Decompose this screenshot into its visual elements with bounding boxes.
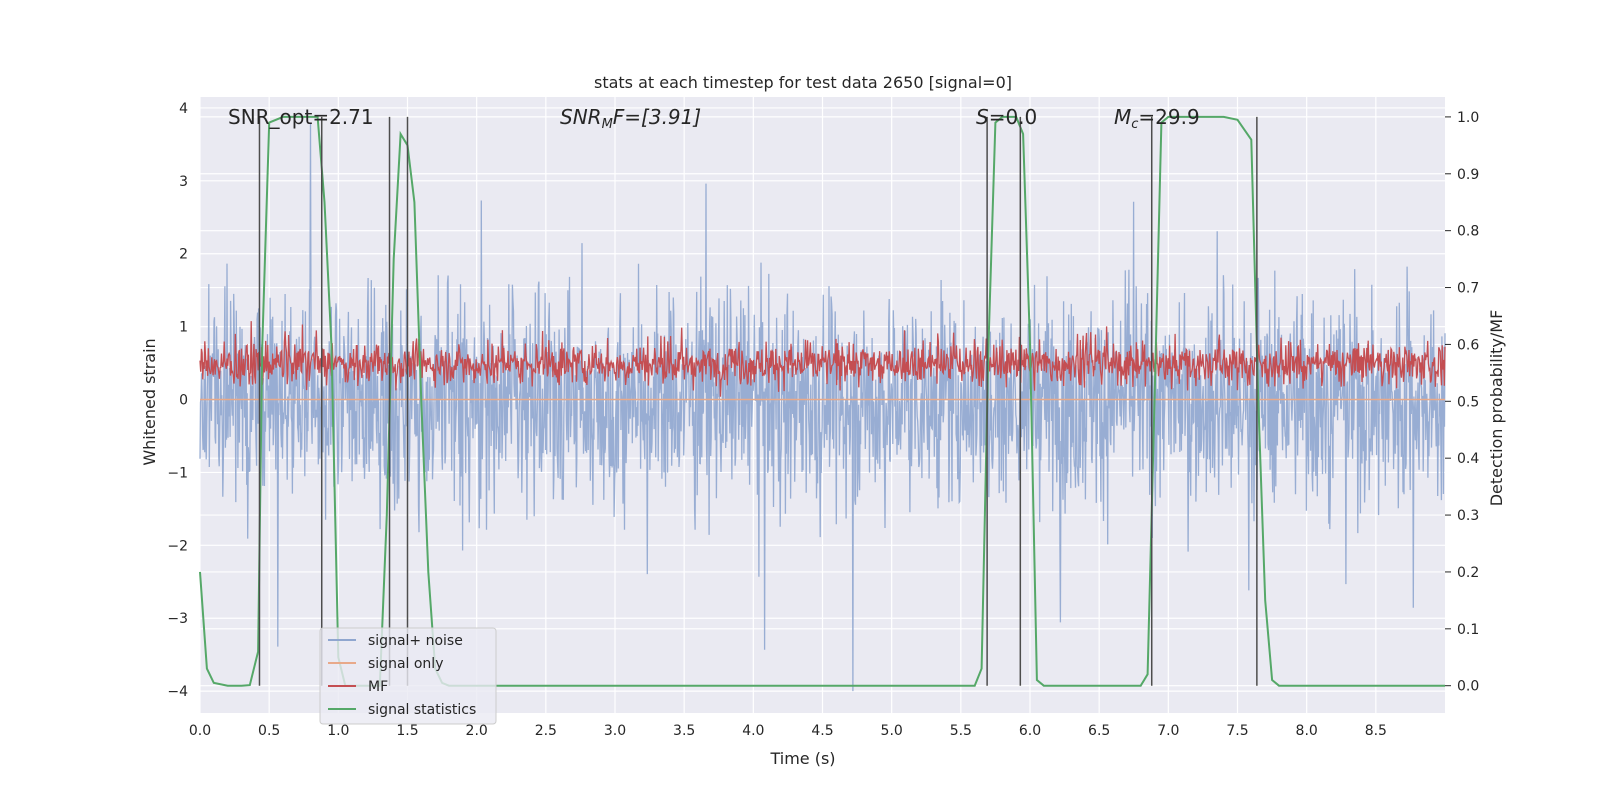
x-tick-label: 3.5 bbox=[673, 723, 695, 739]
y2-tick-label: 0.5 bbox=[1457, 394, 1479, 410]
y-tick-label: 0 bbox=[179, 393, 188, 409]
x-tick-label: 5.5 bbox=[950, 723, 972, 739]
legend: signal+ noise signal only MF signal stat… bbox=[319, 627, 497, 725]
y2-tick-label: 0.4 bbox=[1457, 451, 1479, 467]
y-tick-label: 3 bbox=[179, 174, 188, 190]
x-tick-label: 3.0 bbox=[604, 723, 626, 739]
y-tick-label: −3 bbox=[167, 611, 188, 627]
annotation-s: S=0.0 bbox=[976, 105, 1037, 129]
y-tick-label: −1 bbox=[167, 465, 188, 481]
x-tick-label: 7.0 bbox=[1157, 723, 1179, 739]
y2-axis-label: Detection probability/MF bbox=[1487, 310, 1506, 507]
x-tick-label: 5.0 bbox=[881, 723, 903, 739]
y2-tick-label: 0.0 bbox=[1457, 679, 1479, 695]
y2-tick-label: 0.6 bbox=[1457, 337, 1479, 353]
x-tick-label: 8.5 bbox=[1365, 723, 1387, 739]
x-tick-label: 1.5 bbox=[396, 723, 418, 739]
y-tick-label: −4 bbox=[167, 684, 188, 700]
legend-label-stats: signal statistics bbox=[368, 702, 476, 718]
legend-label-mf: MF bbox=[368, 679, 388, 695]
x-tick-label: 2.0 bbox=[466, 723, 488, 739]
x-tick-label: 7.5 bbox=[1226, 723, 1248, 739]
x-tick-label: 1.0 bbox=[327, 723, 349, 739]
y2-tick-label: 1.0 bbox=[1457, 110, 1479, 126]
y2-axis-ticks: 0.0 0.1 0.2 0.3 0.4 0.5 0.6 0.7 0.8 0.9 1.0 bbox=[1445, 110, 1479, 695]
annotation-snr-opt: SNR_opt=2.71 bbox=[228, 105, 374, 129]
x-tick-label: 0.0 bbox=[189, 723, 211, 739]
x-axis-label: Time (s) bbox=[769, 749, 835, 768]
y-tick-label: 4 bbox=[179, 101, 188, 117]
x-tick-label: 0.5 bbox=[258, 723, 280, 739]
y-axis-label: Whitened strain bbox=[140, 338, 159, 465]
y2-tick-label: 0.8 bbox=[1457, 224, 1479, 240]
annotation-snr-mf: SNRMF=[3.91] bbox=[560, 105, 701, 132]
y2-tick-label: 0.2 bbox=[1457, 565, 1479, 581]
legend-label-signal: signal only bbox=[368, 656, 443, 672]
x-tick-label: 8.0 bbox=[1296, 723, 1318, 739]
x-tick-label: 4.5 bbox=[811, 723, 833, 739]
y-tick-label: −2 bbox=[167, 538, 188, 554]
y-tick-label: 1 bbox=[179, 320, 188, 336]
y-tick-label: 2 bbox=[179, 247, 188, 263]
y2-tick-label: 0.7 bbox=[1457, 281, 1479, 297]
vertical-markers bbox=[258, 116, 1258, 686]
chart-title: stats at each timestep for test data 265… bbox=[594, 73, 1012, 92]
y2-tick-label: 0.9 bbox=[1457, 167, 1479, 183]
legend-label-noise: signal+ noise bbox=[368, 633, 463, 649]
x-tick-label: 2.5 bbox=[535, 723, 557, 739]
x-tick-label: 6.5 bbox=[1088, 723, 1110, 739]
y-axis-ticks: −4 −3 −2 −1 0 1 2 3 4 bbox=[167, 101, 188, 700]
x-tick-label: 6.0 bbox=[1019, 723, 1041, 739]
y2-tick-label: 0.3 bbox=[1457, 508, 1479, 524]
annotation-mc: Mc=29.9 bbox=[1114, 105, 1200, 132]
y2-tick-label: 0.1 bbox=[1457, 622, 1479, 638]
legend-box bbox=[319, 627, 497, 725]
x-axis-ticks: 0.0 0.5 1.0 1.5 2.0 2.5 3.0 3.5 4.0 4.5 5.0 5.5 6.0 6… bbox=[189, 723, 1387, 739]
x-tick-label: 4.0 bbox=[742, 723, 764, 739]
